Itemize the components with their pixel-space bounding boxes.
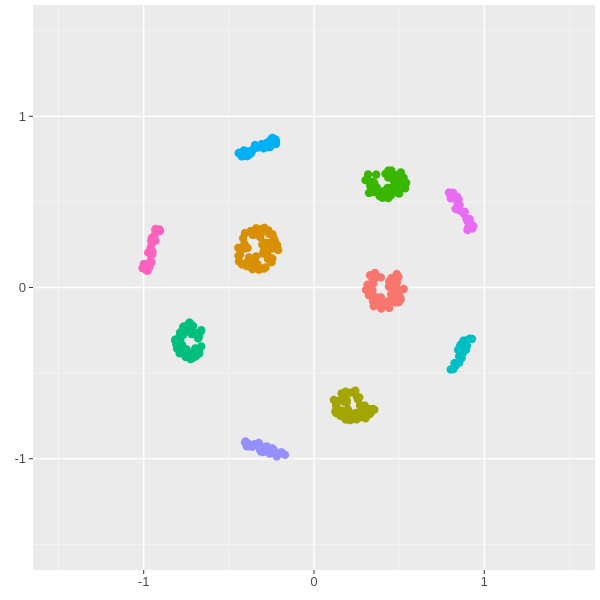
data-point [402,178,411,188]
data-point [258,240,267,249]
data-point [453,193,462,202]
data-point [185,353,195,362]
data-point [262,442,271,451]
data-point [331,408,341,418]
data-point [446,194,455,203]
x-tick-label: 1 [481,574,488,589]
data-point [391,274,400,283]
data-point [394,179,403,188]
data-point [399,284,408,293]
data-point [251,252,261,261]
data-point [245,441,254,450]
x-tick-label: -1 [138,574,150,589]
data-point [452,205,461,214]
data-point [363,170,373,179]
data-point [371,187,380,197]
data-point [238,234,248,243]
data-point [264,226,273,235]
x-axis: -1 0 1 [138,570,488,589]
data-point [448,365,458,374]
data-point [365,271,375,280]
cluster-8 [240,437,290,461]
data-point [388,293,398,302]
cluster-1 [361,268,408,313]
data-point [385,303,394,313]
cluster-9 [444,188,478,235]
data-point [366,404,375,414]
cluster-2 [234,223,283,274]
data-point [192,328,201,338]
data-point [242,261,251,271]
y-tick-label: -1 [14,451,26,466]
y-tick-label: 0 [19,280,26,295]
y-axis: 1 0 -1 [14,109,33,466]
data-point [387,174,397,183]
data-point [374,296,384,306]
data-point [339,389,348,398]
data-point [144,248,153,257]
data-point [256,226,265,235]
data-point [355,413,365,422]
data-point [370,178,379,187]
data-point [458,339,467,348]
data-point [171,335,180,344]
data-point [349,409,358,418]
data-point [342,398,351,407]
cluster-5 [170,318,206,364]
data-point [268,254,277,263]
cluster-6 [446,334,477,374]
data-point [250,140,260,150]
data-point [387,166,396,175]
data-point [466,222,475,231]
data-point [465,334,474,343]
data-point [392,284,401,293]
data-point [254,438,263,448]
cluster-4 [361,166,411,203]
cluster-3 [329,386,379,425]
data-point [194,347,204,357]
data-point [183,324,193,333]
cluster-7 [234,133,281,161]
data-point [261,141,270,150]
data-point [354,394,363,403]
data-point [234,257,244,266]
data-point [372,170,381,179]
data-points [138,133,478,461]
data-point [274,449,283,459]
y-tick-label: 1 [19,109,26,124]
data-point [151,224,160,234]
data-point [368,286,377,295]
data-point [363,280,372,289]
cluster-10 [138,224,165,275]
data-point [341,415,350,424]
data-point [235,250,245,259]
grid-major [33,5,595,570]
data-point [384,282,394,291]
data-point [175,346,185,355]
data-point [268,133,277,142]
data-point [241,150,250,159]
data-point [458,346,467,355]
data-point [383,183,392,193]
data-point [372,272,381,281]
data-point [459,209,468,218]
data-point [264,238,273,248]
data-point [394,298,403,307]
data-point [259,264,269,273]
data-point [177,332,186,341]
data-point [364,188,374,198]
data-point [240,244,249,253]
data-point [182,345,191,354]
data-point [143,260,153,269]
x-tick-label: 0 [310,574,317,589]
data-point [142,266,151,275]
data-point [147,234,156,243]
